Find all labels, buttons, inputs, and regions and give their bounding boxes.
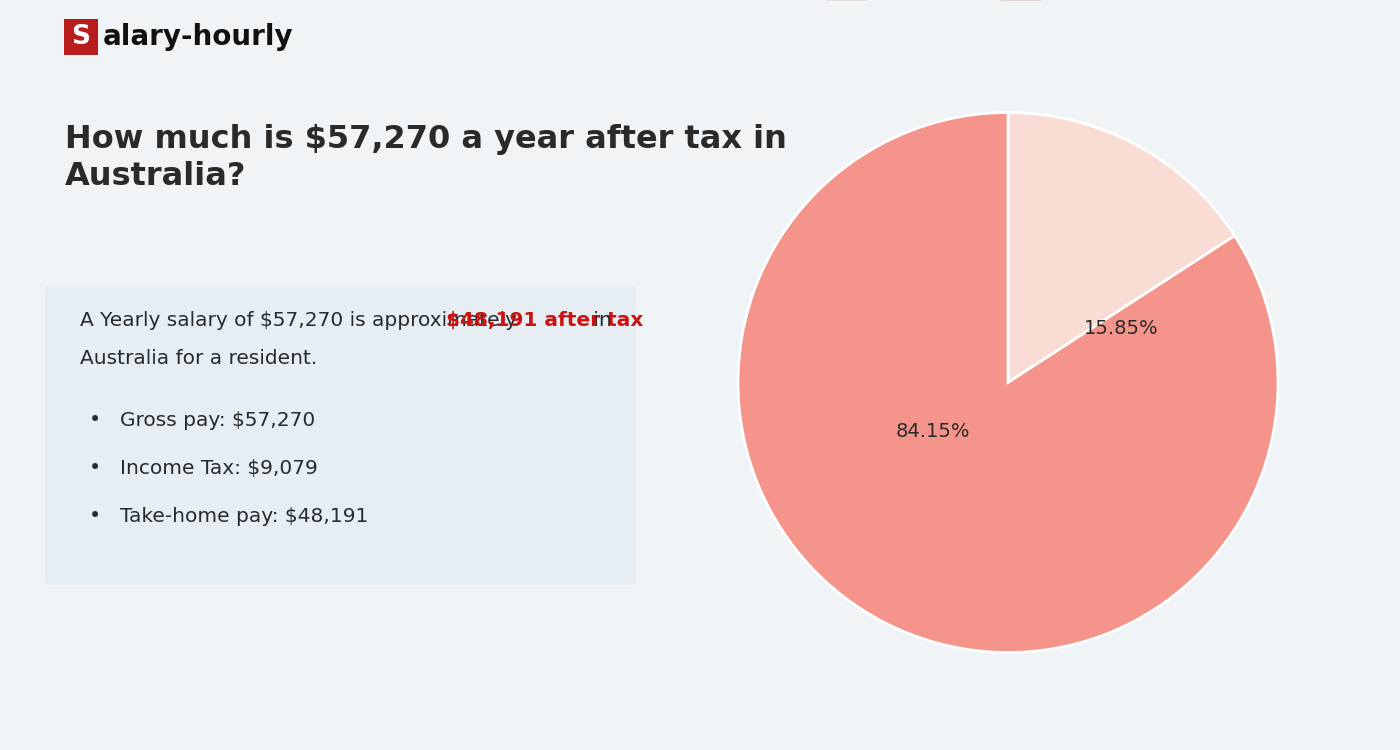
Wedge shape xyxy=(738,112,1278,652)
Text: Gross pay: $57,270: Gross pay: $57,270 xyxy=(120,411,315,430)
Text: 15.85%: 15.85% xyxy=(1084,319,1159,338)
Text: Income Tax: $9,079: Income Tax: $9,079 xyxy=(120,459,318,478)
Text: •: • xyxy=(90,506,101,526)
Text: Take-home pay: $48,191: Take-home pay: $48,191 xyxy=(120,507,368,526)
Text: Australia?: Australia? xyxy=(64,161,246,192)
Text: A Yearly salary of $57,270 is approximately: A Yearly salary of $57,270 is approximat… xyxy=(80,311,524,330)
Text: S: S xyxy=(71,24,91,50)
Text: $48,191 after tax: $48,191 after tax xyxy=(445,311,643,330)
Text: Australia for a resident.: Australia for a resident. xyxy=(80,349,318,368)
Wedge shape xyxy=(1008,112,1235,382)
Text: alary-hourly: alary-hourly xyxy=(104,23,294,51)
Text: •: • xyxy=(90,410,101,430)
FancyBboxPatch shape xyxy=(45,285,636,585)
Legend: Income Tax, Take-home Pay: Income Tax, Take-home Pay xyxy=(819,0,1197,8)
FancyBboxPatch shape xyxy=(64,19,98,55)
Text: 84.15%: 84.15% xyxy=(895,422,970,440)
Text: in: in xyxy=(587,311,612,330)
Text: How much is $57,270 a year after tax in: How much is $57,270 a year after tax in xyxy=(64,124,787,155)
Text: •: • xyxy=(90,458,101,478)
